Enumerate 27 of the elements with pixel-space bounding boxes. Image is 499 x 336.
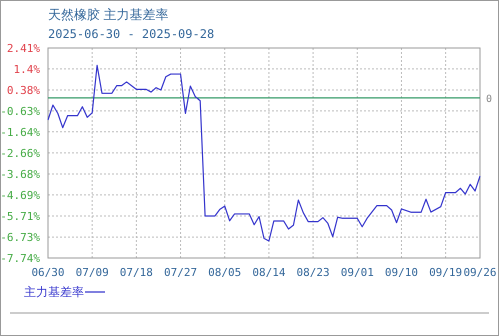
x-tick-label: 08/23 (296, 266, 330, 279)
x-tick-label: 07/09 (76, 266, 109, 279)
y-tick-label: -4.69% (0, 188, 40, 202)
y-tick-label: -7.74% (0, 252, 40, 265)
y-tick-label: -5.71% (0, 210, 40, 223)
y-tick-label: -6.73% (0, 231, 40, 244)
legend-label: 主力基差率 (24, 285, 84, 299)
y-tick-label: -1.64% (0, 126, 40, 139)
ref-line-label: 0 (486, 94, 492, 105)
y-tick-label: 2.41% (6, 42, 40, 55)
x-tick-label: 08/05 (208, 266, 242, 279)
y-tick-label: 1.4% (14, 62, 40, 76)
x-tick-label: 07/18 (120, 266, 153, 279)
x-tick-label: 09/01 (340, 266, 374, 279)
x-tick-label: 07/27 (164, 266, 198, 279)
y-tick-label: -0.63% (0, 104, 40, 118)
line-series (47, 64, 481, 242)
x-tick-label: 06/30 (31, 266, 65, 279)
x-tick-label: 08/14 (252, 266, 286, 279)
chart-subtitle: 2025-06-30 - 2025-09-28 (48, 27, 214, 41)
y-tick-label: -3.68% (0, 168, 40, 181)
x-tick-label: 09/26 (463, 266, 497, 279)
y-tick-label: 0.38% (6, 84, 40, 97)
x-tick-label: 09/10 (384, 266, 418, 279)
chart-title: 天然橡胶 主力基差率 (48, 7, 169, 22)
y-tick-label: -2.66% (0, 146, 40, 160)
x-tick-label: 09/19 (429, 266, 462, 279)
